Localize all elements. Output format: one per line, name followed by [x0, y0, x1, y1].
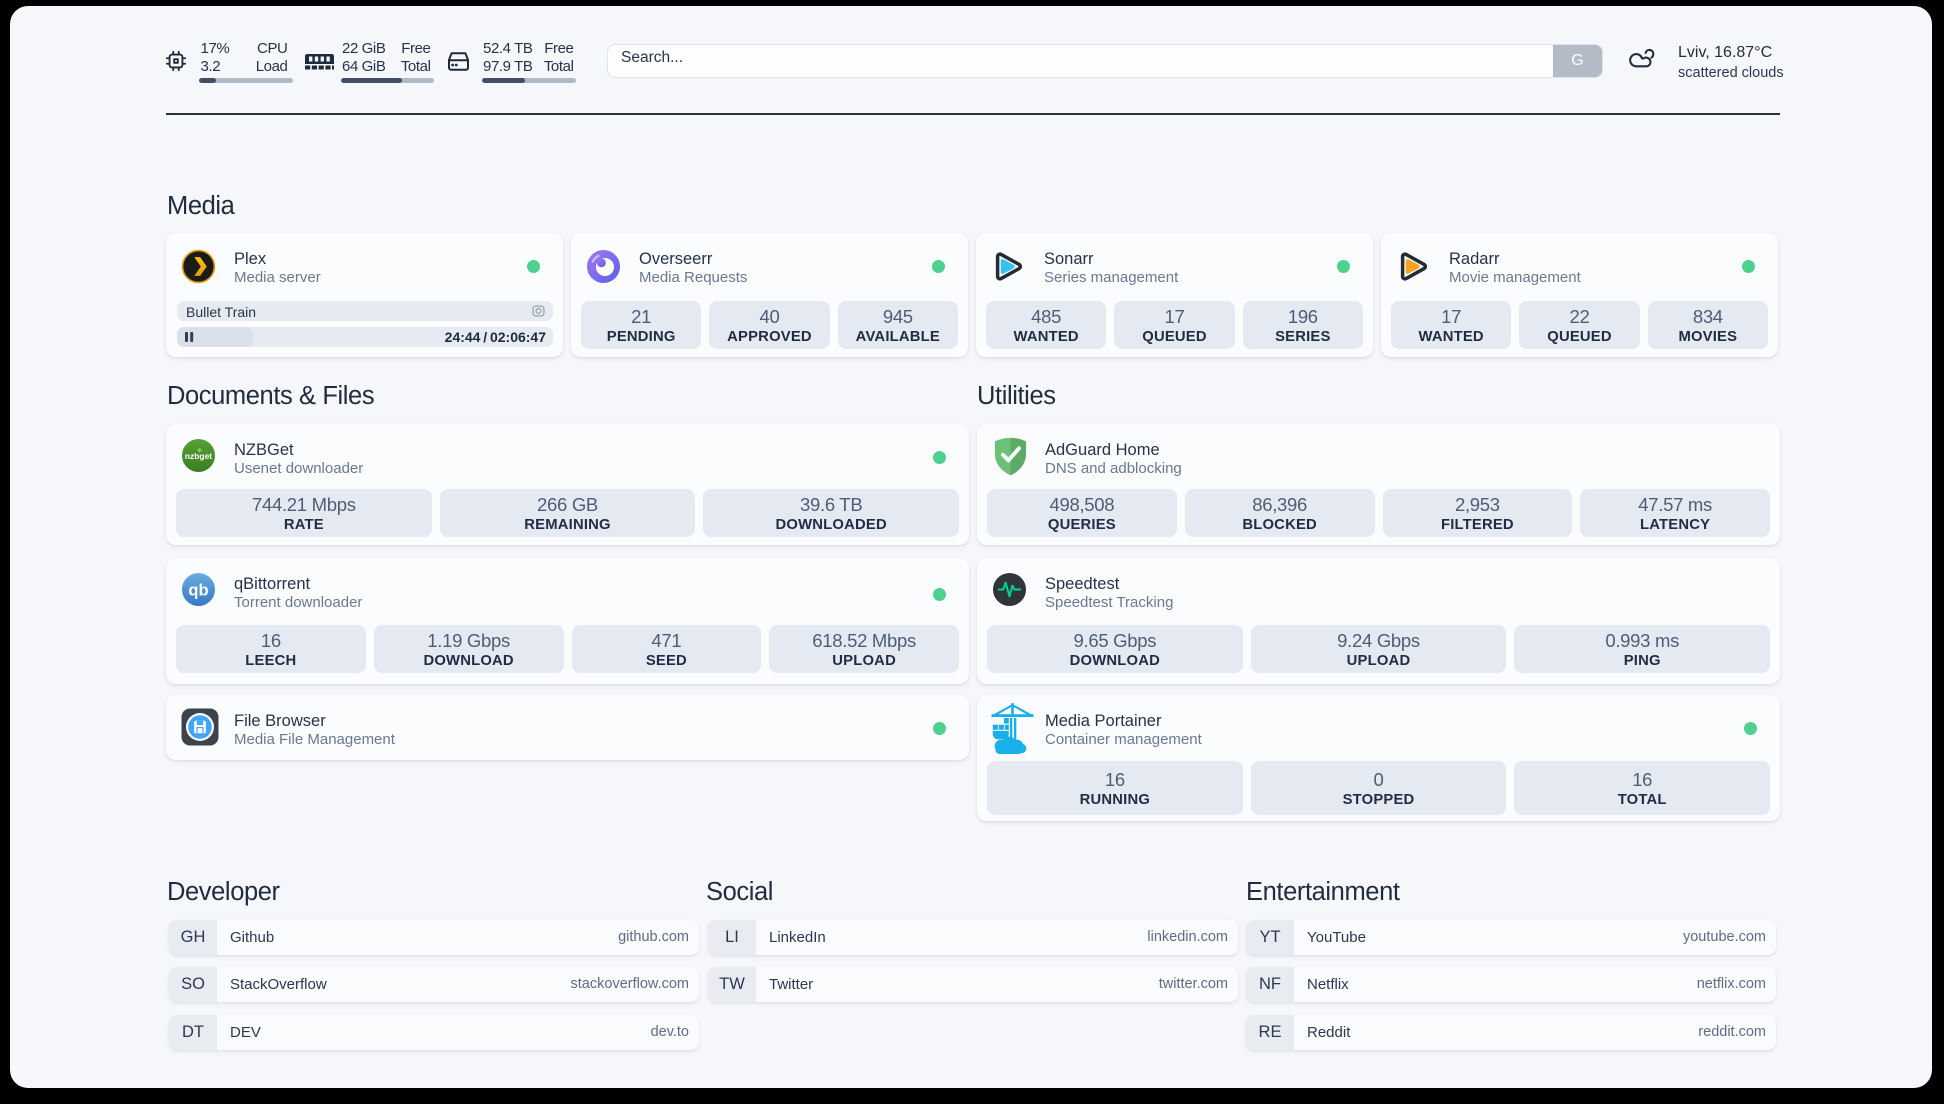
svg-text:qb: qb — [188, 580, 208, 599]
svg-text:nzbget: nzbget — [185, 451, 212, 461]
